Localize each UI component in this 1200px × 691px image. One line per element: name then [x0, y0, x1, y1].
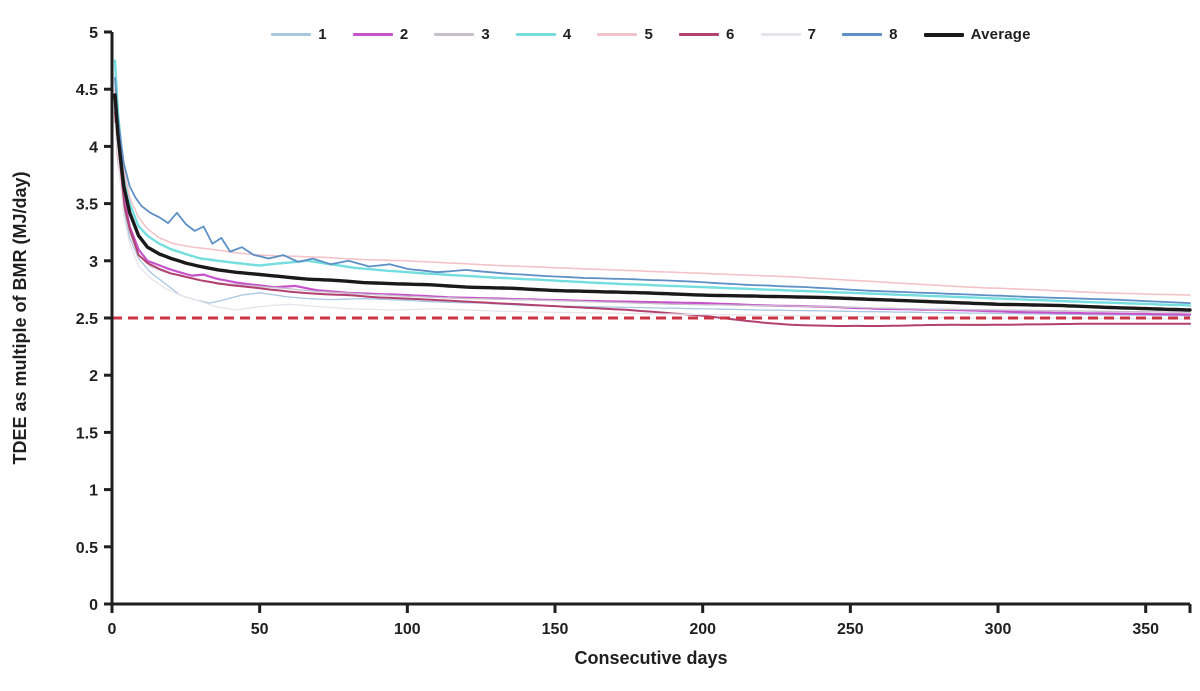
y-tick-label: 2.5 [76, 311, 98, 328]
legend-swatch-8 [842, 33, 883, 36]
series-line-average [113, 93, 1192, 312]
legend-item-3: 3 [434, 26, 490, 43]
x-tick-label: 0 [108, 621, 117, 638]
x-tick-label: 300 [985, 621, 1012, 638]
y-tick-label: 3 [89, 254, 98, 271]
x-tick-label: 150 [542, 621, 569, 638]
legend-swatch-5 [597, 33, 638, 36]
legend-item-8: 8 [842, 26, 898, 43]
x-tick-label: 350 [1132, 621, 1159, 638]
legend-swatch-2 [352, 33, 393, 36]
series-line-2 [113, 105, 1192, 316]
y-tick-label: 0.5 [76, 540, 98, 557]
legend-label-4: 4 [562, 26, 572, 43]
legend-item-2: 2 [352, 26, 409, 43]
y-tick-label: 1.5 [76, 425, 98, 442]
legend-label-2: 2 [399, 26, 409, 43]
x-tick-label: 50 [251, 621, 269, 638]
legend-item-6: 6 [679, 26, 735, 43]
legend-swatch-6 [679, 33, 720, 36]
series-line-6 [114, 111, 1191, 327]
legend-label-5: 5 [644, 26, 654, 43]
x-tick-label: 250 [837, 621, 864, 638]
chart-legend: 1 2 3 4 5 6 7 8 Average [112, 26, 1190, 43]
series-line-4 [113, 59, 1192, 307]
x-axis-title: Consecutive days [574, 648, 727, 668]
y-tick-label: 2 [89, 368, 98, 385]
legend-label-8: 8 [889, 26, 898, 43]
legend-label-3: 3 [481, 26, 490, 43]
x-tick-label: 100 [394, 621, 421, 638]
y-tick-label: 1 [89, 483, 98, 500]
legend-item-7: 7 [760, 26, 817, 43]
x-tick-label: 200 [689, 621, 716, 638]
series-line-3 [114, 111, 1191, 313]
legend-item-average: Average [923, 26, 1031, 43]
y-tick-label: 5 [89, 25, 98, 42]
y-tick-label: 0 [89, 597, 98, 614]
legend-swatch-4 [515, 32, 556, 37]
series-line-1 [114, 99, 1191, 317]
legend-item-1: 1 [271, 26, 327, 43]
series-line-7 [114, 122, 1191, 320]
y-tick-label: 4 [89, 139, 98, 156]
axes: 00.511.522.533.544.550 50 100 150 200 250 300 3… [76, 25, 1192, 638]
legend-label-average: Average [970, 26, 1031, 43]
y-tick-label: 4.5 [76, 82, 98, 99]
legend-label-1: 1 [318, 26, 327, 43]
legend-item-5: 5 [597, 26, 653, 43]
legend-label-7: 7 [807, 26, 817, 43]
y-tick-label: 3.5 [76, 197, 98, 214]
series-group [113, 59, 1192, 327]
legend-label-6: 6 [726, 26, 735, 43]
y-axis-title: TDEE as multiple of BMR (MJ/day) [10, 171, 30, 464]
series-line-8 [114, 76, 1191, 304]
legend-swatch-1 [271, 33, 312, 36]
legend-item-4: 4 [515, 26, 572, 43]
legend-swatch-3 [434, 33, 475, 36]
legend-swatch-7 [760, 33, 801, 36]
legend-swatch-average [923, 32, 964, 37]
